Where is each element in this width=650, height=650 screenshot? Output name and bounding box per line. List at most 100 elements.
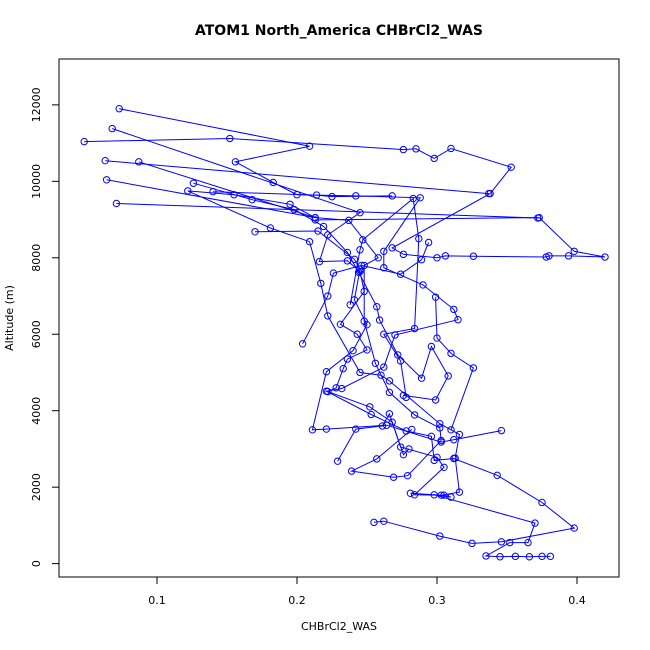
y-tick-label: 10000 xyxy=(30,164,43,199)
data-point xyxy=(367,410,375,419)
data-point xyxy=(538,552,546,561)
series-line xyxy=(302,242,430,345)
series-7 xyxy=(135,158,445,481)
data-point xyxy=(286,200,294,208)
data-point xyxy=(469,252,478,260)
data-point xyxy=(324,387,332,396)
data-point xyxy=(444,372,452,380)
series-line xyxy=(119,108,576,544)
x-axis-label: CHBrCl2_WAS xyxy=(301,620,377,633)
data-point xyxy=(314,227,322,235)
data-point xyxy=(538,498,546,507)
data-point xyxy=(251,228,259,236)
data-point xyxy=(380,517,388,525)
data-point xyxy=(396,443,405,451)
series-line xyxy=(349,197,420,398)
data-point xyxy=(380,363,388,371)
data-point xyxy=(493,471,501,480)
y-tick-label: 12000 xyxy=(30,87,43,122)
series-line xyxy=(116,203,538,219)
series-10 xyxy=(251,227,506,446)
data-point xyxy=(349,346,357,355)
data-point xyxy=(601,253,609,261)
data-point xyxy=(497,426,506,435)
data-point xyxy=(496,553,504,561)
y-tick-label: 0 xyxy=(30,560,43,567)
data-point xyxy=(374,254,382,262)
data-point xyxy=(388,418,396,426)
plot-frame xyxy=(58,58,620,578)
data-point xyxy=(231,158,240,166)
data-point xyxy=(433,453,441,462)
data-point xyxy=(339,364,347,373)
data-point xyxy=(322,425,331,433)
data-point xyxy=(346,301,354,309)
data-point xyxy=(373,455,381,463)
data-point xyxy=(545,252,553,260)
data-point xyxy=(431,293,440,301)
data-point xyxy=(311,213,319,222)
series-14 xyxy=(431,293,478,434)
data-point xyxy=(380,330,388,338)
data-point xyxy=(101,156,109,165)
data-point xyxy=(319,222,328,231)
data-point xyxy=(352,425,360,433)
data-point xyxy=(385,377,394,385)
data-point xyxy=(410,491,419,499)
data-point xyxy=(436,424,444,432)
data-point xyxy=(209,187,217,196)
data-point xyxy=(468,539,476,548)
data-point xyxy=(455,488,464,496)
y-axis-label: Altitude (m) xyxy=(3,285,16,351)
data-point xyxy=(378,422,387,430)
data-point xyxy=(359,236,367,244)
chart-title: ATOM1 North_America CHBrCl2_WAS xyxy=(195,23,483,39)
data-point xyxy=(102,176,111,184)
data-point xyxy=(343,257,352,265)
series-line xyxy=(337,412,410,462)
data-point xyxy=(388,244,396,252)
series-layer xyxy=(80,104,609,561)
data-point xyxy=(416,194,424,202)
data-point xyxy=(371,359,380,368)
data-point xyxy=(403,471,412,480)
y-tick-label: 4000 xyxy=(30,397,43,425)
data-point xyxy=(525,553,534,561)
data-point xyxy=(388,192,396,200)
data-point xyxy=(424,238,433,247)
data-point xyxy=(564,252,573,260)
data-point xyxy=(406,489,415,497)
data-point xyxy=(450,436,458,444)
data-point xyxy=(350,255,359,264)
x-axis: 0.1 0.2 0.3 0.4 xyxy=(148,576,586,607)
series-9 xyxy=(209,187,396,201)
data-point xyxy=(410,411,419,419)
data-point xyxy=(343,355,352,363)
data-point xyxy=(356,246,364,254)
y-tick-label: 2000 xyxy=(30,473,43,501)
data-point xyxy=(417,256,426,264)
data-point xyxy=(189,179,198,187)
data-point xyxy=(363,320,371,329)
data-point xyxy=(356,368,364,377)
data-point xyxy=(328,192,336,201)
data-point xyxy=(415,234,423,243)
y-tick-label: 8000 xyxy=(30,244,43,272)
series-6 xyxy=(112,199,542,222)
data-point xyxy=(430,154,438,163)
data-point xyxy=(385,410,394,418)
data-point xyxy=(436,532,444,540)
data-point xyxy=(534,214,542,222)
series-12 xyxy=(333,410,413,465)
data-point xyxy=(570,247,578,255)
data-point xyxy=(485,189,493,198)
data-point xyxy=(370,518,378,527)
data-point xyxy=(112,199,121,208)
data-point xyxy=(454,316,462,324)
data-point xyxy=(375,316,384,324)
data-point xyxy=(345,216,353,225)
data-point xyxy=(450,305,458,314)
data-point xyxy=(290,205,298,214)
data-point xyxy=(410,324,419,333)
x-tick-label: 0.4 xyxy=(568,594,586,607)
